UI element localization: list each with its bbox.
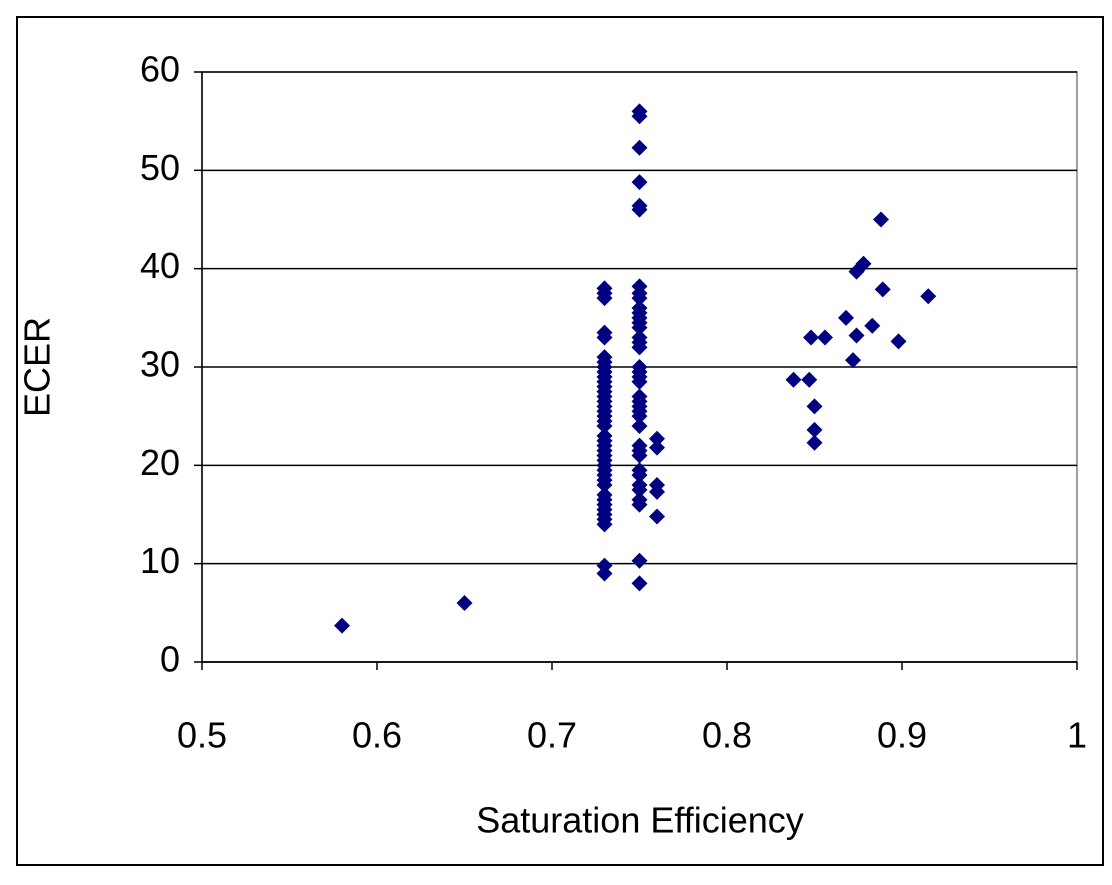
data-point [845, 352, 861, 369]
y-axis-title: ECER [17, 317, 58, 417]
y-tick-label: 60 [140, 49, 180, 90]
data-point [631, 408, 648, 425]
data-point [649, 508, 665, 525]
data-point [596, 290, 613, 307]
y-tick-label: 50 [140, 147, 180, 188]
data-point [631, 108, 648, 125]
y-tick-label: 30 [140, 344, 180, 385]
data-point [803, 329, 819, 346]
data-point [873, 211, 889, 228]
data-point [631, 139, 648, 156]
data-point [596, 280, 613, 297]
y-tick-label: 20 [140, 442, 180, 483]
x-tick-label: 0.6 [352, 715, 402, 756]
data-point [785, 371, 802, 388]
x-axis-title: Saturation Efficiency [476, 800, 804, 841]
data-point [631, 373, 648, 390]
data-point [596, 565, 613, 582]
data-point [631, 201, 648, 218]
data-point [838, 309, 854, 326]
data-point [855, 255, 872, 272]
data-point [631, 496, 648, 513]
y-tick-label: 0 [160, 639, 180, 680]
y-tick-label: 10 [140, 540, 180, 581]
data-point [631, 481, 648, 498]
x-tick-label: 0.5 [177, 715, 227, 756]
data-point [596, 516, 613, 533]
data-point [920, 288, 937, 305]
data-point [631, 339, 648, 356]
data-point [890, 333, 907, 350]
data-point [596, 477, 613, 493]
y-tick-label: 40 [140, 245, 180, 286]
data-point [631, 467, 648, 484]
data-point [631, 319, 648, 336]
data-point [806, 434, 823, 451]
data-point [631, 418, 648, 434]
data-point [649, 430, 665, 447]
data-point [596, 329, 613, 346]
data-point [801, 371, 818, 388]
x-tick-label: 1 [1067, 715, 1087, 756]
x-tick-label: 0.9 [877, 715, 927, 756]
data-point [631, 174, 648, 191]
data-point [874, 281, 891, 298]
data-point [864, 317, 881, 334]
data-point [631, 447, 648, 464]
data-point [334, 617, 350, 634]
data-point [649, 483, 665, 500]
x-tick-label: 0.7 [527, 715, 577, 756]
data-point [631, 575, 648, 592]
data-point [649, 439, 665, 456]
data-point [806, 398, 823, 415]
data-point [631, 552, 648, 569]
data-point [848, 327, 865, 344]
data-point [596, 418, 613, 434]
x-tick-label: 0.8 [702, 715, 752, 756]
data-point [456, 595, 473, 611]
data-point [817, 329, 833, 346]
data-point [631, 290, 648, 307]
data-point [806, 421, 823, 438]
